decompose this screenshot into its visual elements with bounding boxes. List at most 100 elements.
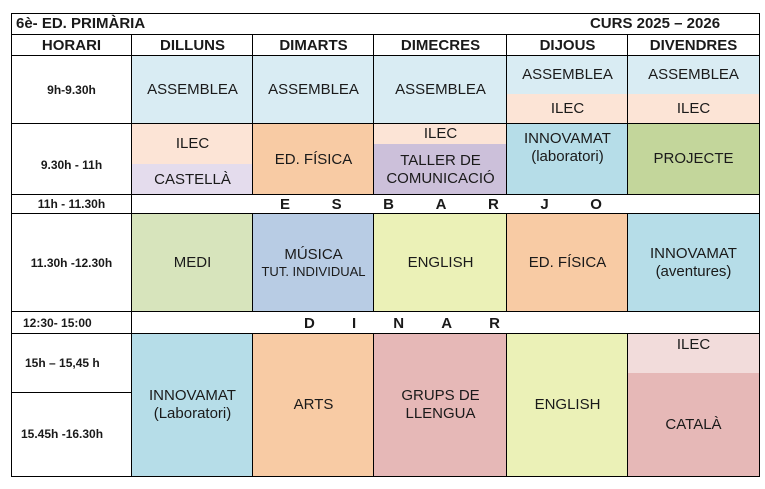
cell-label: TALLER DE [400,151,481,169]
grid-line [11,213,760,214]
break-letter: A [441,314,453,332]
cell-wed-ilec: ILEC [374,124,507,144]
cell-label: GRUPS DE [401,387,480,404]
course-text: CURS 2025 – 2026 [589,15,721,32]
cell-label: ILEC [550,100,585,117]
time-label: 9h-9.30h [47,82,96,97]
grid-line [759,13,760,477]
grid-line [11,333,760,334]
grid-line [131,34,132,477]
cell-label: INNOVAMAT [149,387,236,404]
cell-label: INNOVAMAT [524,130,611,147]
grid-line [627,333,628,477]
cell-label: ILEC [423,125,458,142]
time-label: 15.45h -16.30h [21,426,104,441]
cell-fri-catala: CATALÀ [628,373,759,476]
grid-line [252,213,253,312]
cell-tue-arts: ARTS [253,334,374,476]
cell-label: (aventures) [655,263,732,280]
break-letter: A [435,196,447,213]
time-label: 15h – 15,45 h [25,355,100,370]
grid-line [11,13,760,14]
time-slot-5: 12:30- 15:00 [11,312,132,334]
cell-label: COMUNICACIÓ [386,169,495,187]
cell-thu-innovamat: INNOVAMAT (laboratori) [507,124,628,195]
cell-label: ASSEMBLEA [522,66,613,83]
cell-label: (Laboratori) [153,405,232,422]
esbarjo-row: E S B A R J O [280,195,602,214]
time-label: 12:30- 15:00 [23,315,92,330]
grid-line [373,34,374,195]
cell-tue-edfisica: ED. FÍSICA [253,124,374,195]
course-label: CURS 2025 – 2026 [560,14,750,34]
grid-line [252,333,253,477]
page-title: 6è- ED. PRIMÀRIA [16,14,216,34]
grid-line [506,34,507,195]
cell-label: ED. FÍSICA [528,254,607,271]
cell-label: INNOVAMAT [650,245,737,262]
time-slot-6: 15h – 15,45 h [11,334,132,392]
col-dimecres: DIMECRES [374,35,507,56]
cell-thu-assemblea: ASSEMBLEA [507,56,628,94]
grid-line [11,13,12,477]
cell-fri-ilec-afternoon: ILEC [628,334,759,373]
grid-line [11,392,132,393]
cell-label: ENGLISH [534,396,601,413]
grid-line [373,333,374,477]
break-letter: R [489,314,500,332]
cell-label: ILEC [175,135,210,152]
cell-label: CASTELLÀ [154,170,231,188]
cell-thu-english: ENGLISH [507,334,628,476]
grid-line [11,476,760,477]
grid-line [506,213,507,312]
cell-label: ASSEMBLEA [147,81,238,98]
cell-label: LLENGUA [405,405,476,422]
col-dijous: DIJOUS [507,35,628,56]
time-slot-1: 9h-9.30h [11,56,132,124]
break-letter: O [590,196,602,213]
col-dimarts: DIMARTS [253,35,374,56]
time-slot-4: 11.30h -12.30h [11,214,132,312]
cell-label: TUT. INDIVIDUAL [261,264,366,280]
cell-label: ASSEMBLEA [268,81,359,98]
time-label: 11.30h -12.30h [30,255,113,270]
cell-mon-castella: CASTELLÀ [132,164,253,195]
col-horari: HORARI [11,35,132,56]
col-label: DIMARTS [279,36,348,54]
cell-thu-edfisica: ED. FÍSICA [507,214,628,312]
cell-mon-innovamat: INNOVAMAT (Laboratori) [132,334,253,476]
grid-line [627,213,628,312]
col-label: DILLUNS [160,36,225,54]
grid-line [11,311,760,312]
col-label: DIMECRES [400,36,481,54]
grid-line [11,123,760,124]
col-label: HORARI [41,36,102,54]
break-letter: E [280,196,291,213]
cell-tue-assemblea: ASSEMBLEA [253,56,374,124]
grid-line [11,194,760,195]
grid-line [506,333,507,477]
col-divendres: DIVENDRES [628,35,759,56]
cell-label: ASSEMBLEA [395,81,486,98]
time-slot-3: 11h - 11.30h [11,195,132,214]
grid-line [627,34,628,195]
cell-label: ASSEMBLEA [648,66,739,83]
cell-label: ED. FÍSICA [274,150,353,168]
cell-tue-musica: MÚSICA TUT. INDIVIDUAL [253,214,374,312]
cell-mon-ilec: ILEC [132,124,253,164]
cell-wed-taller: TALLER DE COMUNICACIÓ [374,144,507,195]
cell-label: ENGLISH [407,254,474,271]
cell-label: ILEC [676,336,711,353]
cell-label: MÚSICA [284,246,343,264]
cell-wed-grups: GRUPS DE LLENGUA [374,334,507,476]
cell-wed-english: ENGLISH [374,214,507,312]
cell-mon-assemblea: ASSEMBLEA [132,56,253,124]
cell-fri-ilec: ILEC [628,94,759,124]
cell-label: MEDI [173,254,212,271]
grid-line [252,34,253,195]
cell-label: CATALÀ [665,415,722,433]
cell-thu-ilec: ILEC [507,94,628,124]
break-letter: B [383,196,394,213]
cell-wed-assemblea: ASSEMBLEA [374,56,507,124]
cell-label: ARTS [293,396,334,413]
